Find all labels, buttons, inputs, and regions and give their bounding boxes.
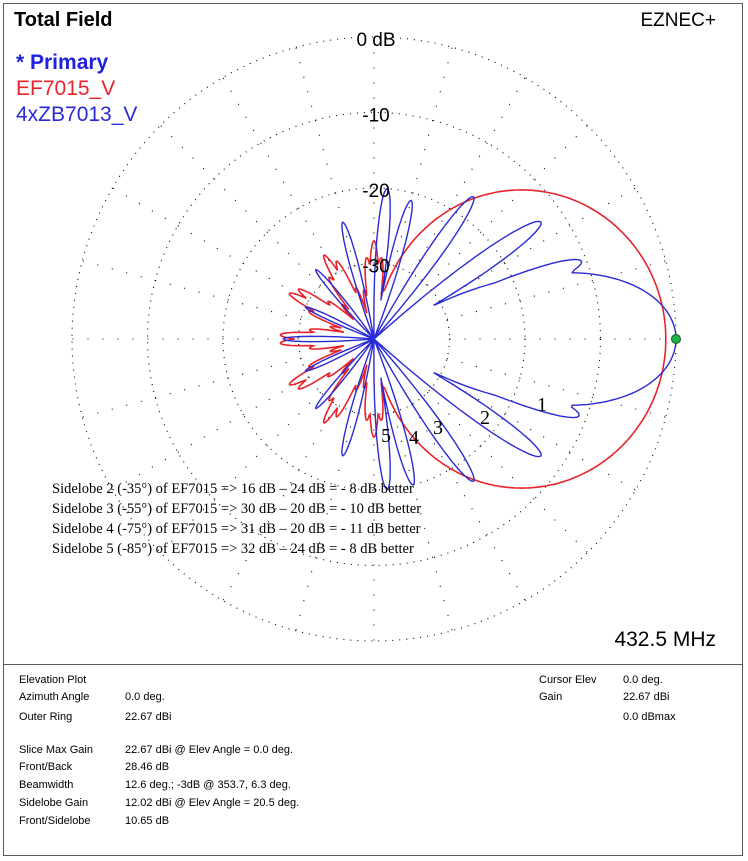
series-4xzb7013-pattern <box>282 187 677 491</box>
elevation-plot-label: Elevation Plot <box>19 674 87 686</box>
annotation-line-3: Sidelobe 4 (-75°) of EF7015 => 31 dB – 2… <box>52 521 421 537</box>
cursor-gain-label: Gain <box>539 691 563 703</box>
slice-max-gain-label: Slice Max Gain <box>19 744 93 756</box>
lobe-number-3: 3 <box>433 417 443 439</box>
cursor-elev-value: 0.0 deg. <box>623 674 663 686</box>
legend-series-ef7015: EF7015_V <box>16 77 116 100</box>
lobe-number-5: 5 <box>381 425 391 447</box>
outer-ring-label: Outer Ring <box>19 711 73 723</box>
legend-primary: * Primary <box>16 51 109 74</box>
program-name: EZNEC+ <box>640 10 717 31</box>
sidelobe-gain-label: Sidelobe Gain <box>19 797 89 809</box>
grid-spoke-120 <box>222 77 337 274</box>
grid-spoke-30 <box>439 187 636 302</box>
sidelobe-gain-value: 12.02 dBi @ Elev Angle = 20.5 deg. <box>125 797 300 809</box>
annotation-line-2: Sidelobe 3 (-55°) of EF7015 => 30 dB – 2… <box>52 501 421 517</box>
annotation-line-4: Sidelobe 5 (-85°) of EF7015 => 32 dB – 2… <box>52 541 414 557</box>
grid-spoke-75 <box>393 47 453 267</box>
cursor-gain-value: 22.67 dBi <box>623 691 670 703</box>
slice-max-gain-value: 22.67 dBi @ Elev Angle = 0.0 deg. <box>125 744 294 756</box>
grid-spoke-135 <box>160 125 322 287</box>
lobe-number-labels: 1 2 345 <box>381 394 547 449</box>
cursor-gain-dbmax: 0.0 dBmax <box>623 711 676 723</box>
legend-series-4xzb7013: 4xZB7013_V <box>16 103 138 126</box>
cursor-marker <box>671 334 681 344</box>
beamwidth-label: Beamwidth <box>19 779 74 791</box>
lobe-number-1: 1 <box>537 394 547 416</box>
grid-spoke-210 <box>112 376 309 491</box>
series-layer <box>279 187 681 491</box>
grid-spoke-150 <box>112 187 309 302</box>
polar-chart: 0 dB -10 -20 -30 1 2 345 Sidelobe 2 (-35°) of… <box>52 30 681 642</box>
lobe-number-2: 2 <box>480 407 490 429</box>
ring-label-1: -10 <box>362 106 389 127</box>
ring-labels: 0 dB -10 -20 -30 <box>356 30 395 278</box>
front-sidelobe-label: Front/Sidelobe <box>19 815 91 827</box>
grid-spoke-15 <box>446 260 666 320</box>
beamwidth-value: 12.6 deg.; -3dB @ 353.7, 6.3 deg. <box>125 779 291 791</box>
ring-label-0: 0 dB <box>356 30 395 51</box>
panel-divider <box>4 664 742 665</box>
azimuth-angle-label: Azimuth Angle <box>19 691 90 703</box>
grid-spoke-300 <box>411 404 526 601</box>
plot-title: Total Field <box>14 9 113 31</box>
frequency-label: 432.5 MHz <box>614 628 716 651</box>
info-panel: Elevation Plot Azimuth Angle 0.0 deg. Ou… <box>4 665 742 855</box>
front-sidelobe-value: 10.65 dB <box>125 815 170 827</box>
grid-spoke-60 <box>411 77 526 274</box>
ring-label-2: -20 <box>362 181 389 202</box>
grid-spoke-45 <box>426 125 588 287</box>
outer-ring-value: 22.67 dBi <box>125 711 172 723</box>
grid-spoke-165 <box>82 260 302 320</box>
grid-spoke-105 <box>295 47 355 267</box>
lobe-number-4: 4 <box>409 427 419 449</box>
annotation-line-1: Sidelobe 2 (-35°) of EF7015 => 16 dB – 2… <box>52 481 414 497</box>
ring-label-3: -30 <box>362 257 389 278</box>
front-back-value: 28.46 dB <box>125 761 170 773</box>
grid-spoke-195 <box>82 358 302 418</box>
series-ef7015-pattern <box>279 189 667 489</box>
sidelobe-annotations: Sidelobe 2 (-35°) of EF7015 => 16 dB – 2… <box>52 481 421 557</box>
front-back-label: Front/Back <box>19 761 73 773</box>
cursor-elev-label: Cursor Elev <box>539 674 597 686</box>
azimuth-angle-value: 0.0 deg. <box>125 691 165 703</box>
